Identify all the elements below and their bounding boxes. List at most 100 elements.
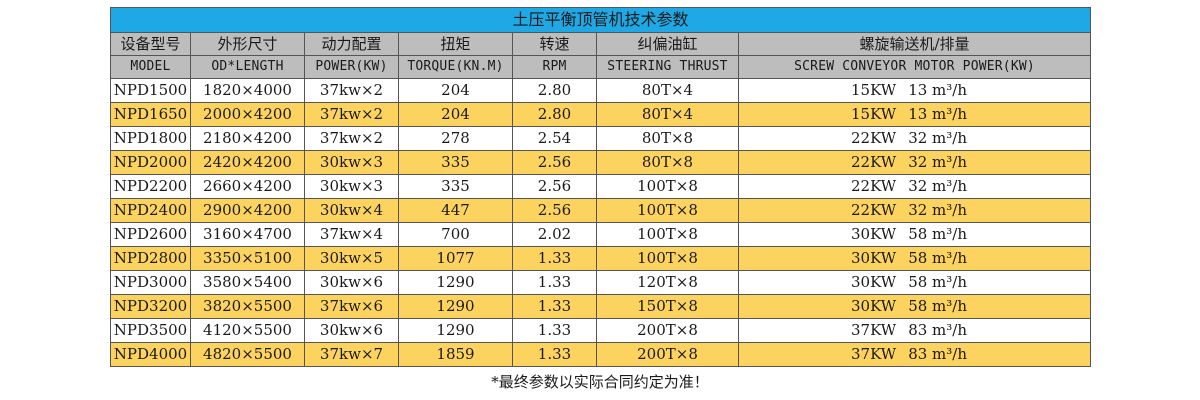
cell-conveyor: 30KW 58 m³/h: [737, 294, 1092, 319]
table-row: NPD1650 2000×4200 37kw×2 204 2.80 80T×4 15KW 13…: [110, 102, 1092, 127]
cell-model: NPD4000: [110, 342, 191, 367]
cell-size: 3820×5500: [190, 294, 305, 319]
cell-conveyor: 30KW 58 m³/h: [737, 270, 1092, 295]
header-cn-model: 设备型号: [110, 32, 191, 56]
header-en-size: OD*LENGTH: [190, 55, 305, 79]
cell-model: NPD1800: [110, 126, 191, 151]
cell-conveyor: 22KW 32 m³/h: [737, 126, 1092, 151]
cell-torque: 1290: [398, 318, 513, 343]
cell-steering: 100T×8: [596, 246, 739, 271]
table-row: NPD2200 2660×4200 30kw×3 335 2.56 100T×8 22KW 3…: [110, 174, 1092, 199]
table-row: NPD2000 2420×4200 30kw×3 335 2.56 80T×8 22KW 32…: [110, 150, 1092, 175]
cell-power: 37kw×2: [304, 78, 399, 103]
header-cn-steering: 纠偏油缸: [596, 32, 739, 56]
cell-rpm: 1.33: [512, 318, 597, 343]
header-cn-rpm: 转速: [512, 32, 597, 56]
cell-conveyor-volume: 32 m³/h: [908, 201, 967, 219]
table-row: NPD3000 3580×5400 30kw×6 1290 1.33 120T×8 30KW…: [110, 270, 1092, 295]
cell-size: 2660×4200: [190, 174, 305, 199]
header-en-conveyor: SCREW CONVEYOR MOTOR POWER(KW): [737, 55, 1092, 79]
cell-power: 30kw×5: [304, 246, 399, 271]
table-row: NPD3200 3820×5500 37kw×6 1290 1.33 150T×8 30KW…: [110, 294, 1092, 319]
cell-power: 37kw×2: [304, 126, 399, 151]
cell-size: 2180×4200: [190, 126, 305, 151]
cell-torque: 1859: [398, 342, 513, 367]
cell-rpm: 2.56: [512, 198, 597, 223]
cell-power: 30kw×6: [304, 318, 399, 343]
cell-power: 37kw×7: [304, 342, 399, 367]
header-cn-size: 外形尺寸: [190, 32, 305, 56]
cell-model: NPD2000: [110, 150, 191, 175]
cell-size: 3160×4700: [190, 222, 305, 247]
table-row: NPD3500 4120×5500 30kw×6 1290 1.33 200T×8 37KW…: [110, 318, 1092, 343]
cell-steering: 100T×8: [596, 174, 739, 199]
cell-model: NPD2400: [110, 198, 191, 223]
cell-torque: 335: [398, 174, 513, 199]
cell-conveyor-kw: 30KW: [851, 297, 897, 315]
cell-conveyor-volume: 58 m³/h: [908, 249, 967, 267]
cell-size: 2000×4200: [190, 102, 305, 127]
cell-power: 37kw×2: [304, 102, 399, 127]
table-row: NPD4000 4820×5500 37kw×7 1859 1.33 200T×8 37KW…: [110, 342, 1092, 367]
header-en-model: MODEL: [110, 55, 191, 79]
cell-power: 30kw×3: [304, 150, 399, 175]
cell-model: NPD2600: [110, 222, 191, 247]
cell-torque: 204: [398, 102, 513, 127]
cell-rpm: 1.33: [512, 342, 597, 367]
table-title: 土压平衡顶管机技术参数: [109, 7, 1092, 33]
cell-conveyor-kw: 15KW: [851, 105, 897, 123]
cell-conveyor-volume: 83 m³/h: [908, 345, 967, 363]
cell-steering: 80T×8: [596, 150, 739, 175]
cell-conveyor-kw: 30KW: [851, 249, 897, 267]
cell-conveyor: 22KW 32 m³/h: [737, 150, 1092, 175]
cell-power: 37kw×4: [304, 222, 399, 247]
cell-steering: 200T×8: [596, 318, 739, 343]
cell-conveyor-kw: 22KW: [851, 201, 897, 219]
cell-model: NPD3000: [110, 270, 191, 295]
cell-size: 3580×5400: [190, 270, 305, 295]
cell-power: 30kw×6: [304, 270, 399, 295]
header-cn-conveyor: 螺旋输送机/排量: [737, 32, 1092, 56]
cell-conveyor-volume: 83 m³/h: [908, 321, 967, 339]
cell-power: 37kw×6: [304, 294, 399, 319]
header-cn-power: 动力配置: [304, 32, 399, 56]
cell-size: 2420×4200: [190, 150, 305, 175]
header-en-steering: STEERING THRUST: [596, 55, 739, 79]
cell-size: 4820×5500: [190, 342, 305, 367]
cell-rpm: 2.80: [512, 102, 597, 127]
cell-conveyor-kw: 37KW: [851, 345, 897, 363]
cell-torque: 1077: [398, 246, 513, 271]
cell-rpm: 2.54: [512, 126, 597, 151]
header-row-cn: 设备型号 外形尺寸 动力配置 扭矩 转速 纠偏油缸 螺旋输送机/排量: [110, 32, 1092, 56]
header-en-power: POWER(KW): [304, 55, 399, 79]
cell-conveyor-volume: 58 m³/h: [908, 225, 967, 243]
cell-steering: 100T×8: [596, 198, 739, 223]
cell-conveyor-volume: 13 m³/h: [908, 105, 967, 123]
cell-conveyor-volume: 32 m³/h: [908, 177, 967, 195]
cell-model: NPD1500: [110, 78, 191, 103]
cell-model: NPD2800: [110, 246, 191, 271]
cell-steering: 200T×8: [596, 342, 739, 367]
cell-steering: 120T×8: [596, 270, 739, 295]
header-en-rpm: RPM: [512, 55, 597, 79]
cell-conveyor-kw: 22KW: [851, 177, 897, 195]
cell-conveyor: 37KW 83 m³/h: [737, 342, 1092, 367]
cell-conveyor-kw: 15KW: [851, 81, 897, 99]
cell-power: 30kw×3: [304, 174, 399, 199]
cell-model: NPD1650: [110, 102, 191, 127]
cell-steering: 100T×8: [596, 222, 739, 247]
cell-size: 4120×5500: [190, 318, 305, 343]
cell-torque: 204: [398, 78, 513, 103]
table-row: NPD2800 3350×5100 30kw×5 1077 1.33 100T×8 30KW…: [110, 246, 1092, 271]
cell-torque: 1290: [398, 294, 513, 319]
table-row: NPD2400 2900×4200 30kw×4 447 2.56 100T×8 22KW 3…: [110, 198, 1092, 223]
cell-conveyor-kw: 37KW: [851, 321, 897, 339]
footnote: *最终参数以实际合同约定为准！: [491, 373, 709, 391]
cell-conveyor-volume: 32 m³/h: [908, 129, 967, 147]
cell-torque: 447: [398, 198, 513, 223]
cell-rpm: 1.33: [512, 294, 597, 319]
cell-steering: 80T×8: [596, 126, 739, 151]
cell-conveyor-kw: 30KW: [851, 225, 897, 243]
header-en-torque: TORQUE(KN.M): [398, 55, 513, 79]
cell-steering: 150T×8: [596, 294, 739, 319]
